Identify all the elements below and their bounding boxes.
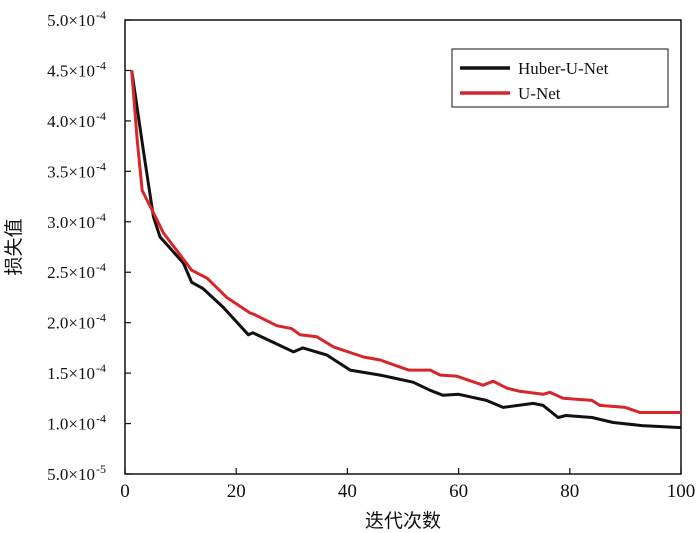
y-tick-label: 1.5×10 [47, 364, 95, 383]
series-line-huber-u-net [130, 70, 682, 430]
y-tick-label: 2.5×10 [47, 263, 95, 282]
y-tick-exponent: -4 [96, 109, 106, 123]
y-tick-exponent: -4 [96, 58, 106, 72]
x-axis-label: 迭代次数 [365, 510, 441, 532]
y-tick-label: 4.5×10 [47, 61, 95, 80]
plot-frame [124, 19, 682, 475]
y-tick-label: 1.0×10 [47, 415, 95, 434]
y-tick-exponent: -4 [96, 159, 106, 173]
y-tick-exponent: -4 [96, 210, 106, 224]
y-tick-label: 3.5×10 [47, 162, 95, 181]
legend-label-u-net: U-Net [518, 84, 561, 103]
x-tick-label: 0 [120, 481, 130, 502]
legend-box [451, 48, 669, 108]
y-axis-label: 损失值 [3, 218, 25, 275]
legend-label-huber-u-net: Huber-U-Net [518, 59, 609, 78]
y-tick-exponent: -5 [96, 462, 106, 476]
series-line-u-net [130, 70, 681, 414]
x-tick-label: 80 [560, 481, 579, 502]
x-tick-label: 60 [449, 481, 468, 502]
y-tick-label: 5.0×10 [47, 11, 95, 30]
y-tick-exponent: -4 [96, 412, 106, 426]
y-tick-exponent: -4 [96, 361, 106, 375]
legend: Huber-U-Net U-Net [451, 48, 669, 108]
y-tick-label: 2.0×10 [47, 314, 95, 333]
x-tick-label: 40 [338, 481, 357, 502]
y-tick-label: 5.0×10 [47, 465, 95, 484]
y-tick-exponent: -4 [96, 260, 106, 274]
y-tick-label: 3.0×10 [47, 213, 95, 232]
y-tick-exponent: -4 [96, 311, 106, 325]
x-tick-label: 20 [227, 481, 246, 502]
x-tick-label: 100 [667, 481, 696, 502]
y-tick-label: 4.0×10 [47, 112, 95, 131]
y-tick-exponent: -4 [96, 8, 106, 22]
